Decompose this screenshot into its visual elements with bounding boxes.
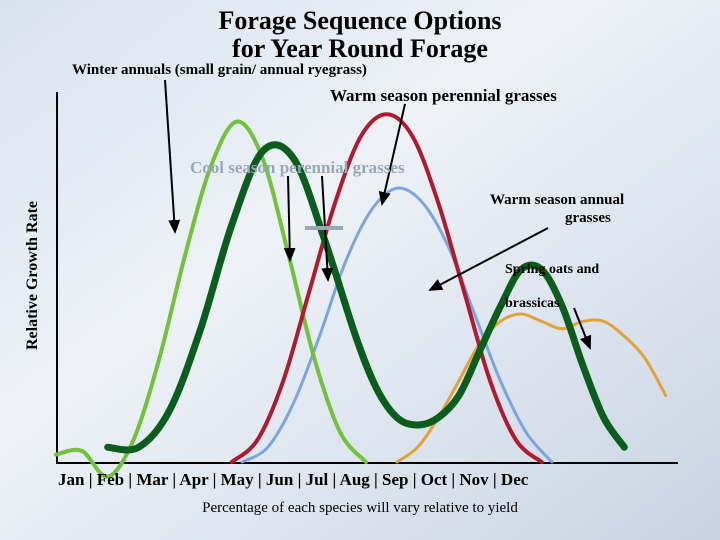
label-brassicas: brassicas (505, 296, 559, 312)
label-warm-season-perennial: Warm season perennial grasses (330, 86, 557, 106)
label-warm-season-annual-l1: Warm season annual (490, 192, 624, 209)
label-warm-season-annual-l2: grasses (565, 210, 611, 227)
chart-footnote: Percentage of each species will vary rel… (0, 500, 720, 517)
x-axis-labels: Jan | Feb | Mar | Apr | May | Jun | Jul … (58, 470, 528, 490)
label-cool-season-perennial: Cool season perennial grasses (190, 158, 405, 178)
label-spring-oats: Spring oats and (505, 262, 599, 278)
chart-svg (0, 0, 720, 540)
